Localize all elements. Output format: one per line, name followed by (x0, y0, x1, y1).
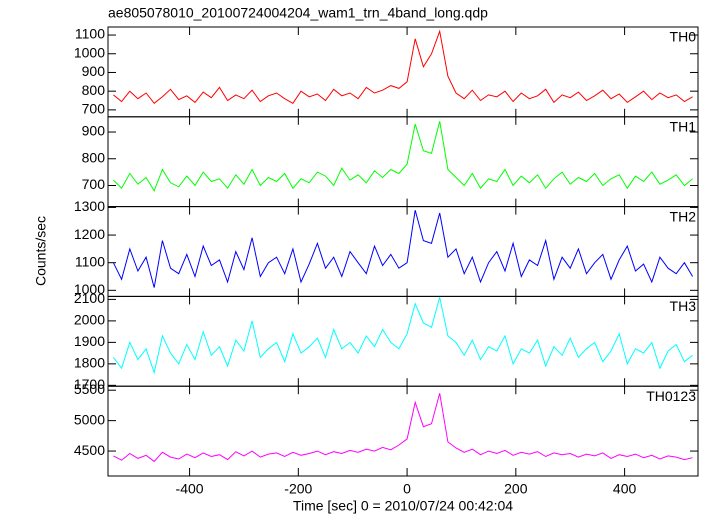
x-tick-label: 200 (504, 481, 528, 497)
y-tick-label: 1100 (75, 253, 105, 269)
y-tick-label: 1900 (74, 333, 105, 349)
y-tick-label: 1100 (75, 26, 105, 42)
panel-frame (107, 26, 699, 118)
x-axis-label: Time [sec] 0 = 2010/07/24 00:42:04 (293, 498, 513, 514)
y-tick-label: 1700 (74, 376, 105, 392)
y-tick-label: 800 (82, 149, 106, 165)
legend-label: TH3 (670, 298, 697, 314)
panel-frame (107, 385, 699, 477)
y-tick-label: 1000 (74, 44, 105, 60)
series-line (113, 121, 693, 192)
y-tick-label: 900 (82, 63, 106, 79)
panel-frame (107, 116, 699, 208)
y-tick-label: 700 (82, 176, 106, 192)
y-tick-label: 1300 (74, 198, 105, 214)
legend-label: TH1 (670, 119, 697, 135)
y-tick-label: 5500 (74, 381, 105, 397)
x-tick-label: 0 (403, 481, 411, 497)
y-tick-label: 1000 (74, 281, 105, 297)
legend-label: TH0123 (646, 388, 696, 404)
legend-label: TH2 (670, 208, 697, 224)
y-tick-label: 2000 (74, 312, 105, 328)
series-line (113, 29, 693, 105)
y-tick-label: 2100 (74, 290, 105, 306)
y-tick-label: 1800 (74, 355, 105, 371)
y-axis-label: Counts/sec (33, 216, 49, 286)
series-line (112, 210, 694, 288)
y-tick-label: 5000 (74, 411, 105, 427)
y-tick-label: 4500 (74, 442, 105, 458)
panel-frame (107, 206, 699, 297)
x-tick-label: -400 (176, 481, 204, 497)
y-tick-label: 900 (82, 123, 106, 139)
y-tick-label: 700 (82, 101, 106, 117)
series-line (113, 393, 693, 463)
x-tick-label: -200 (284, 481, 312, 497)
y-tick-label: 800 (82, 82, 106, 98)
x-tick-label: 400 (613, 481, 637, 497)
chart-title: ae805078010_20100724004204_wam1_trn_4ban… (108, 5, 488, 21)
series-line (113, 297, 693, 375)
legend-label: TH0 (670, 29, 697, 45)
y-tick-label: 1200 (74, 226, 105, 242)
